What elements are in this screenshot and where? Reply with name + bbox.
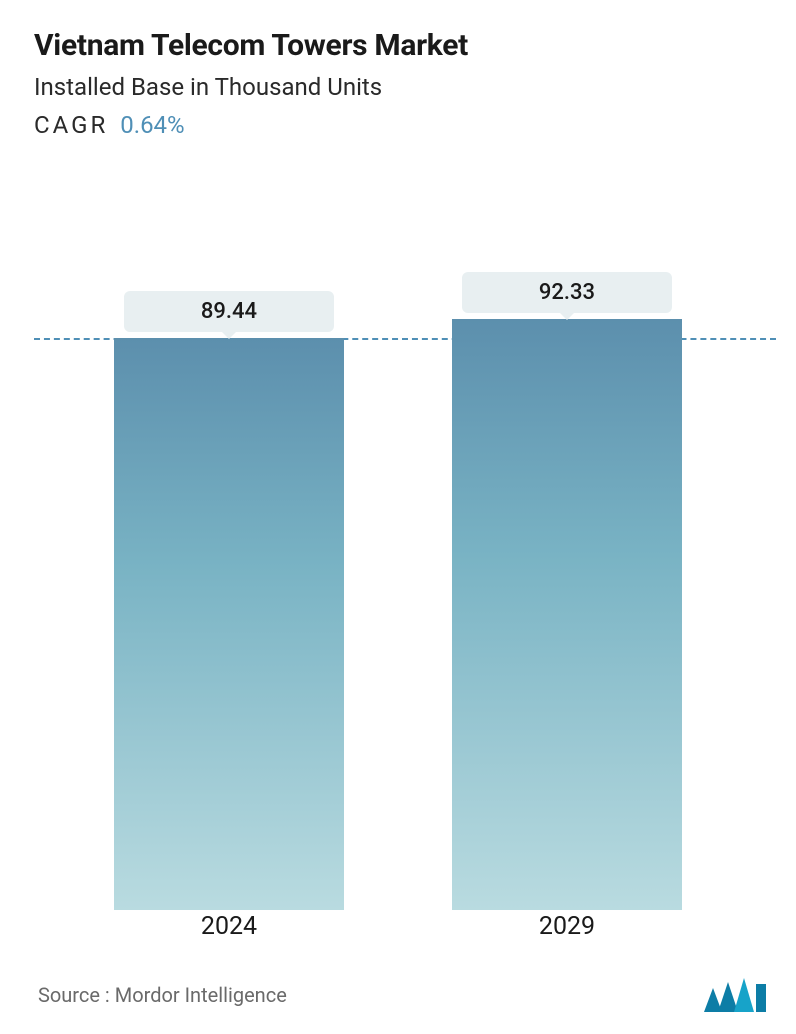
chart-title: Vietnam Telecom Towers Market: [34, 28, 762, 63]
bar: [114, 338, 344, 910]
x-axis-label: 2029: [437, 912, 697, 941]
source-text: Source : Mordor Intelligence: [38, 983, 287, 1007]
bar-group: 92.33: [437, 272, 697, 910]
bar: [452, 319, 682, 910]
chart-footer: Source : Mordor Intelligence: [38, 978, 766, 1012]
chart-area: 89.44 92.33: [0, 190, 796, 910]
chart-header: Vietnam Telecom Towers Market Installed …: [0, 0, 796, 139]
cagr-label: CAGR: [34, 111, 108, 139]
chart-subtitle: Installed Base in Thousand Units: [34, 73, 762, 101]
bars-container: 89.44 92.33: [0, 190, 796, 910]
cagr-value: 0.64%: [120, 111, 184, 139]
brand-logo-icon: [704, 978, 766, 1012]
value-badge: 92.33: [462, 272, 672, 313]
value-badge: 89.44: [124, 291, 334, 332]
cagr-row: CAGR 0.64%: [34, 111, 762, 139]
x-axis-labels: 2024 2029: [0, 912, 796, 941]
bar-group: 89.44: [99, 291, 359, 910]
x-axis-label: 2024: [99, 912, 359, 941]
